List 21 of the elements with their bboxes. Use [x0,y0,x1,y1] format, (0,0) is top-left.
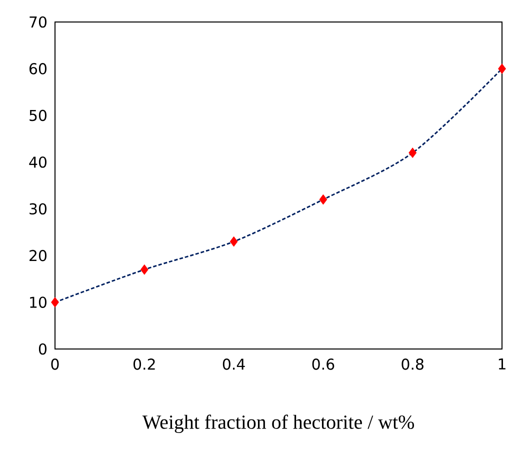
y-tick-label: 60 [30,63,46,74]
x-tick-label: 1 [498,358,506,370]
x-tick-label: 0.2 [134,358,155,370]
y-tick-label: 0 [38,343,46,355]
y-tick-label: 20 [30,250,46,262]
y-tick-label: 40 [29,156,46,168]
y-tick-label: 50 [30,110,46,122]
point [140,264,148,275]
x-axis-title: Weight fraction of hectorite / wt% [142,414,414,433]
x-tick-label: 0.6 [312,358,334,370]
x-tick-label: 0 [51,358,59,370]
point [408,148,417,158]
y-tick-label: 30 [30,203,46,215]
point [319,194,328,205]
point [498,64,506,74]
y-tick-label: 70 [30,16,46,28]
point [230,236,238,247]
x-tick-label: 0.8 [402,358,424,370]
point [51,297,59,308]
y-tick-label: 10 [30,296,46,308]
x-tick-label: 0.4 [222,358,245,370]
